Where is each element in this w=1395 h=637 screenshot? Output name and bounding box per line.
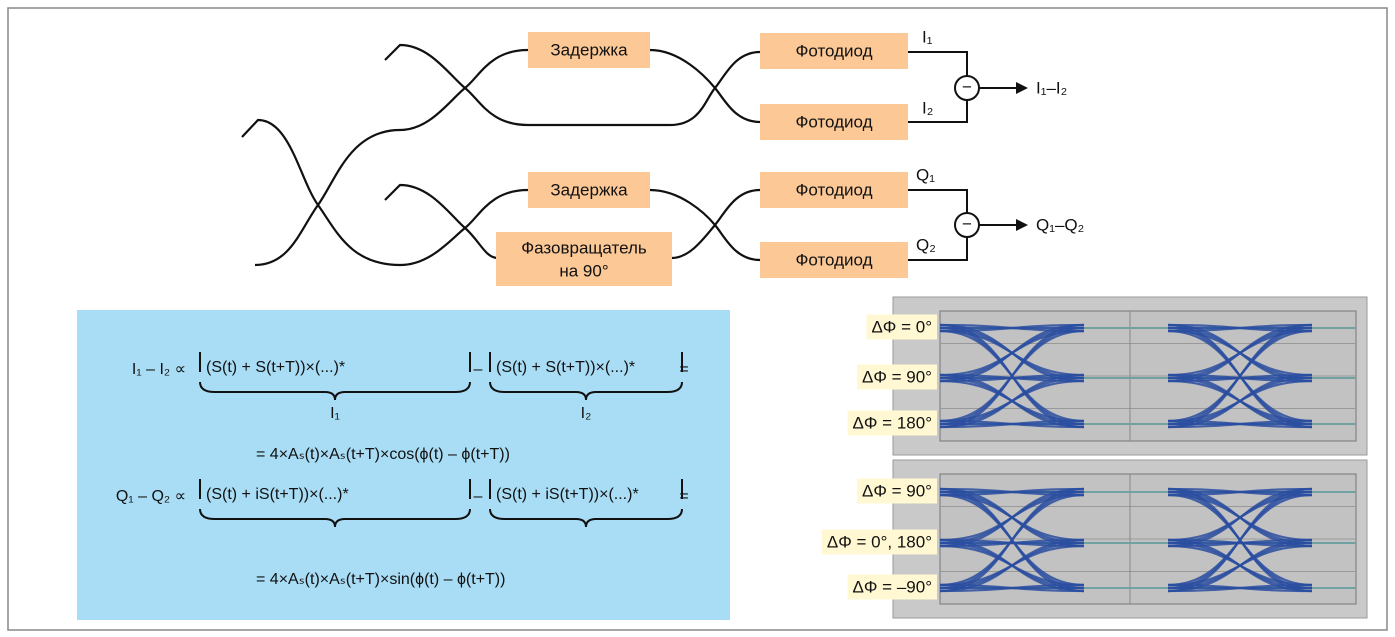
formula-minus: – bbox=[474, 488, 483, 505]
phase-label-text: ΔΦ = 180° bbox=[853, 413, 932, 432]
brace-label: I₂ bbox=[581, 405, 592, 422]
delay-label: Задержка bbox=[550, 180, 628, 199]
delay-label: Задержка bbox=[550, 40, 628, 59]
subtractor-sign: − bbox=[962, 77, 972, 96]
eye-diagram: ΔΦ = 0° ΔΦ = 90° ΔΦ = 180° bbox=[848, 297, 1367, 455]
eye-diagram: ΔΦ = 90° ΔΦ = 0°, 180° ΔΦ = –90° bbox=[822, 460, 1367, 618]
phase-label-text: ΔΦ = 90° bbox=[862, 481, 932, 500]
output-label: I₁ bbox=[922, 27, 933, 46]
output-label: Q₁ bbox=[916, 165, 935, 184]
phase-label-text: ΔΦ = 90° bbox=[862, 367, 932, 386]
output-label: Q₂ bbox=[916, 235, 936, 254]
phase-shifter-label: Фазовращатель bbox=[521, 238, 647, 257]
brace-label: I₁ bbox=[330, 405, 340, 422]
formula-minus: – bbox=[474, 361, 483, 378]
formula-term: (S(t) + S(t+T))×(...)* bbox=[206, 359, 345, 376]
photodiode-label: Фотодиод bbox=[795, 41, 872, 60]
formula-equals: = bbox=[679, 488, 688, 505]
phase-label: ΔΦ = 180° bbox=[848, 410, 937, 435]
phase-label: ΔΦ = 90° bbox=[857, 478, 937, 503]
formula-lhs: I₁ – I₂ ∝ bbox=[132, 361, 186, 378]
subtractor-sign: − bbox=[962, 214, 972, 233]
phase-label: ΔΦ = 0°, 180° bbox=[822, 529, 937, 554]
formula-result: = 4×Aₛ(t)×Aₛ(t+T)×cos(ϕ(t) – ϕ(t+T)) bbox=[256, 446, 510, 463]
output-label: I₂ bbox=[922, 98, 933, 117]
phase-shifter-label: на 90° bbox=[559, 261, 608, 280]
difference-label: I₁–I₂ bbox=[1036, 78, 1067, 97]
photodiode-label: Фотодиод bbox=[795, 112, 872, 131]
formula-panel: I₁ – I₂ ∝ (S(t) + S(t+T))×(...)* – (S(t)… bbox=[77, 310, 730, 620]
phase-label: ΔΦ = –90° bbox=[848, 574, 937, 599]
formula-term: (S(t) + S(t+T))×(...)* bbox=[496, 359, 635, 376]
phase-label: ΔΦ = 0° bbox=[866, 314, 937, 339]
photodiode-label: Фотодиод bbox=[795, 180, 872, 199]
difference-label: Q₁–Q₂ bbox=[1036, 215, 1084, 234]
phase-label: ΔΦ = 90° bbox=[857, 364, 937, 389]
formula-lhs: Q₁ – Q₂ ∝ bbox=[116, 488, 186, 505]
formula-result: = 4×Aₛ(t)×Aₛ(t+T)×sin(ϕ(t) – ϕ(t+T)) bbox=[256, 571, 505, 588]
formula-equals: = bbox=[679, 361, 688, 378]
formula-term: (S(t) + iS(t+T))×(...)* bbox=[206, 486, 349, 503]
phase-label-text: ΔΦ = 0° bbox=[871, 317, 932, 336]
formula-term: (S(t) + iS(t+T))×(...)* bbox=[496, 486, 639, 503]
phase-label-text: ΔΦ = –90° bbox=[853, 577, 932, 596]
phase-label-text: ΔΦ = 0°, 180° bbox=[827, 532, 932, 551]
page: Задержка Фотодиод Фотодиод − I₁ I₂ I₁–I₂… bbox=[0, 0, 1395, 637]
photodiode-label: Фотодиод bbox=[795, 250, 872, 269]
